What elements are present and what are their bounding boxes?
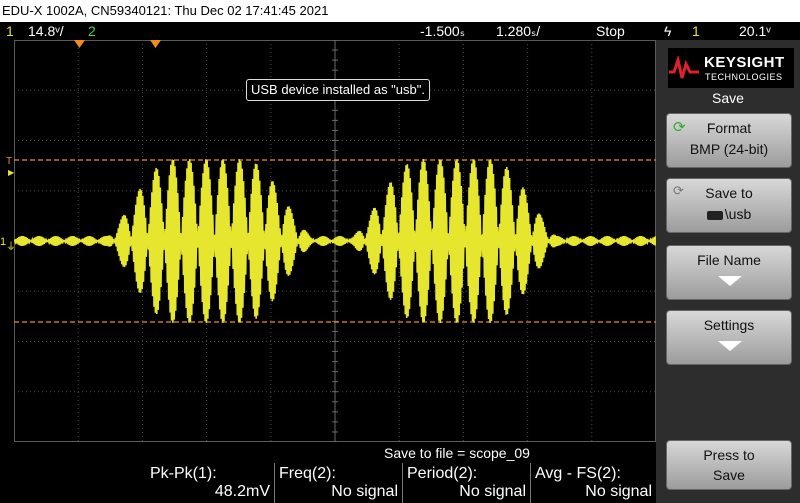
rotate-knob-icon: ⟳ bbox=[673, 183, 684, 198]
measurement-value: 48.2mV bbox=[214, 483, 270, 500]
file-name-softkey[interactable]: File Name bbox=[666, 245, 792, 300]
measurement-avg-fs[interactable]: Avg - FS(2): No signal bbox=[530, 463, 656, 503]
trigger-level-marker[interactable]: T bbox=[6, 156, 13, 167]
trigger-arrow-icon: ▶ bbox=[8, 168, 15, 177]
measurement-value: No signal bbox=[331, 483, 398, 500]
save-to-value: \usb bbox=[667, 206, 791, 222]
window-title: EDU-X 1002A, CN59340121: Thu Dec 02 17:4… bbox=[0, 0, 800, 22]
measurement-period[interactable]: Period(2): No signal bbox=[402, 463, 530, 503]
trigger-level: 20.1ᵛ bbox=[739, 23, 771, 39]
arrow-down-icon bbox=[718, 276, 742, 286]
save-file-readout: Save to file = scope_09 bbox=[384, 444, 656, 463]
press-to-label: Press to bbox=[703, 447, 755, 463]
ch1-scale: 14.8ᵛ/ bbox=[28, 23, 64, 39]
format-label: Format bbox=[706, 120, 752, 136]
settings-label: Settings bbox=[703, 317, 755, 333]
ch1-time-ref-marker bbox=[74, 40, 85, 48]
save-file-label: Save to file = bbox=[384, 445, 466, 461]
status-bar: 1 14.8ᵛ/ 2 -1.500ₛ 1.280ₛ/ Stop ϟ 1 20.1… bbox=[0, 22, 800, 40]
time-offset: -1.500ₛ bbox=[420, 23, 465, 39]
brand-name: KEYSIGHT bbox=[704, 54, 785, 71]
measurement-label: Period(2): bbox=[407, 465, 478, 482]
format-value: BMP (24-bit) bbox=[689, 141, 769, 157]
measurement-label: Pk-Pk(1): bbox=[150, 465, 217, 482]
waveform-display[interactable] bbox=[14, 40, 656, 442]
measurement-pkpk[interactable]: Pk-Pk(1): 48.2mV bbox=[146, 463, 274, 503]
ch1-trace bbox=[14, 158, 656, 324]
keysight-wave-icon bbox=[669, 56, 699, 79]
settings-softkey[interactable]: Settings bbox=[666, 310, 792, 365]
measurement-bar bbox=[0, 463, 656, 503]
trigger-position-marker bbox=[150, 40, 161, 48]
run-state: Stop bbox=[596, 23, 625, 39]
marker-strip: T ▶ 1 ⏚ bbox=[0, 40, 16, 442]
measurement-label: Avg - FS(2): bbox=[535, 465, 621, 482]
save-to-label: Save to bbox=[705, 185, 753, 201]
keysight-logo: KEYSIGHT TECHNOLOGIES bbox=[668, 48, 794, 88]
graticule-and-trace bbox=[14, 40, 656, 442]
usb-message: USB device installed as "usb". bbox=[246, 79, 430, 101]
measurement-value: No signal bbox=[459, 483, 526, 500]
measurement-value: No signal bbox=[585, 483, 652, 500]
usb-drive-icon bbox=[706, 210, 723, 220]
measurement-label: Freq(2): bbox=[279, 465, 336, 482]
arrow-down-icon bbox=[718, 341, 742, 351]
save-to-path: \usb bbox=[724, 206, 752, 222]
press-save-label: Save bbox=[713, 467, 745, 483]
rotate-knob-icon: ⟳ bbox=[673, 119, 686, 136]
trigger-slope-icon: ϟ bbox=[664, 23, 672, 39]
trigger-channel: 1 bbox=[692, 23, 700, 39]
menu-title: Save bbox=[712, 90, 744, 106]
format-softkey[interactable]: ⟳ Format BMP (24-bit) bbox=[666, 113, 792, 168]
softkey-panel: KEYSIGHT TECHNOLOGIES Save ⟳ Format BMP … bbox=[656, 40, 800, 503]
ch1-ground-marker[interactable]: 1 bbox=[0, 236, 7, 248]
file-name-label: File Name bbox=[697, 252, 761, 268]
time-scale: 1.280ₛ/ bbox=[496, 23, 541, 39]
measurement-freq[interactable]: Freq(2): No signal bbox=[274, 463, 402, 503]
brand-sub: TECHNOLOGIES bbox=[705, 72, 783, 82]
save-file-name: scope_09 bbox=[469, 445, 530, 461]
ch1-indicator[interactable]: 1 bbox=[6, 23, 14, 39]
ground-icon: ⏚ bbox=[6, 242, 16, 253]
press-to-save-softkey[interactable]: Press to Save bbox=[666, 440, 792, 490]
ch2-indicator[interactable]: 2 bbox=[88, 23, 96, 39]
save-to-softkey[interactable]: ⟳ Save to \usb bbox=[666, 178, 792, 233]
